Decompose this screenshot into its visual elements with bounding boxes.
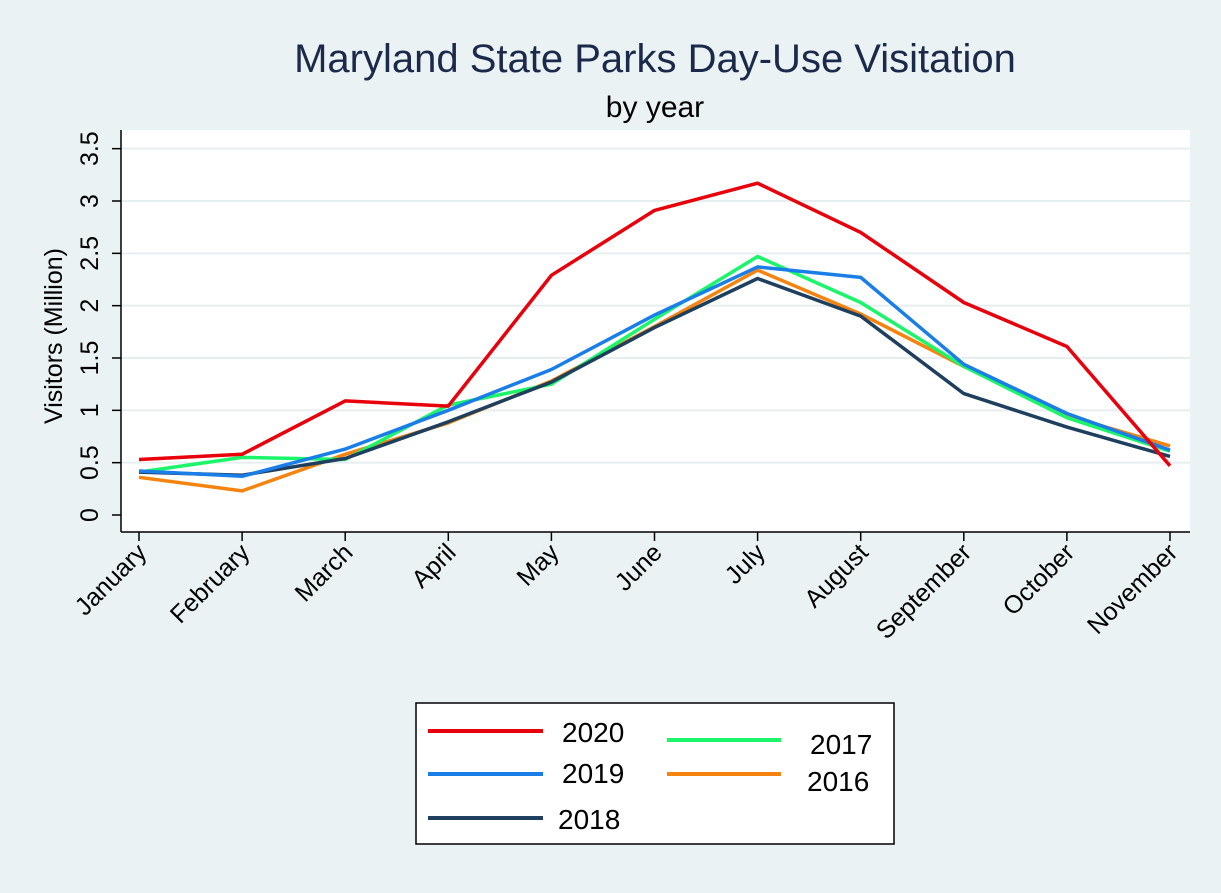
x-tick-label: January — [70, 538, 153, 621]
y-tick-label: 2 — [76, 299, 104, 313]
legend-label-2018: 2018 — [558, 804, 620, 835]
x-tick-label: June — [610, 538, 668, 596]
series-line-2019 — [138, 265, 1171, 479]
x-tick-label: February — [165, 538, 256, 629]
series-lines — [138, 181, 1172, 493]
x-tick-label: May — [511, 538, 565, 592]
y-tick-label: 2.5 — [76, 236, 104, 271]
legend-label-2017: 2017 — [810, 729, 872, 760]
x-tick-label: September — [871, 538, 977, 644]
x-tick-label: October — [997, 538, 1080, 621]
y-tick-label: 3 — [76, 194, 104, 208]
series-line-2020 — [138, 181, 1172, 467]
legend-label-2016: 2016 — [807, 766, 869, 797]
x-tick-label: March — [290, 538, 359, 607]
y-tick-label: 1 — [76, 403, 104, 417]
y-axis-title: Visitors (Million) — [40, 248, 68, 424]
chart-subtitle: by year — [606, 91, 704, 124]
chart-title: Maryland State Parks Day-Use Visitation — [294, 37, 1016, 81]
y-tick-label: 0 — [76, 508, 104, 522]
x-tick-label: April — [406, 538, 461, 593]
x-tick-label: July — [720, 538, 772, 590]
y-tick-label: 0.5 — [76, 445, 104, 480]
y-tick-label: 1.5 — [76, 341, 104, 376]
legend: 2020 2019 2018 2017 2016 — [428, 717, 872, 835]
x-tick-label: August — [799, 538, 874, 613]
legend-label-2019: 2019 — [562, 758, 624, 789]
y-tick-label: 3.5 — [76, 131, 104, 166]
series-line-2018 — [138, 276, 1171, 477]
x-tick-label: November — [1082, 538, 1183, 639]
legend-label-2020: 2020 — [562, 717, 624, 748]
